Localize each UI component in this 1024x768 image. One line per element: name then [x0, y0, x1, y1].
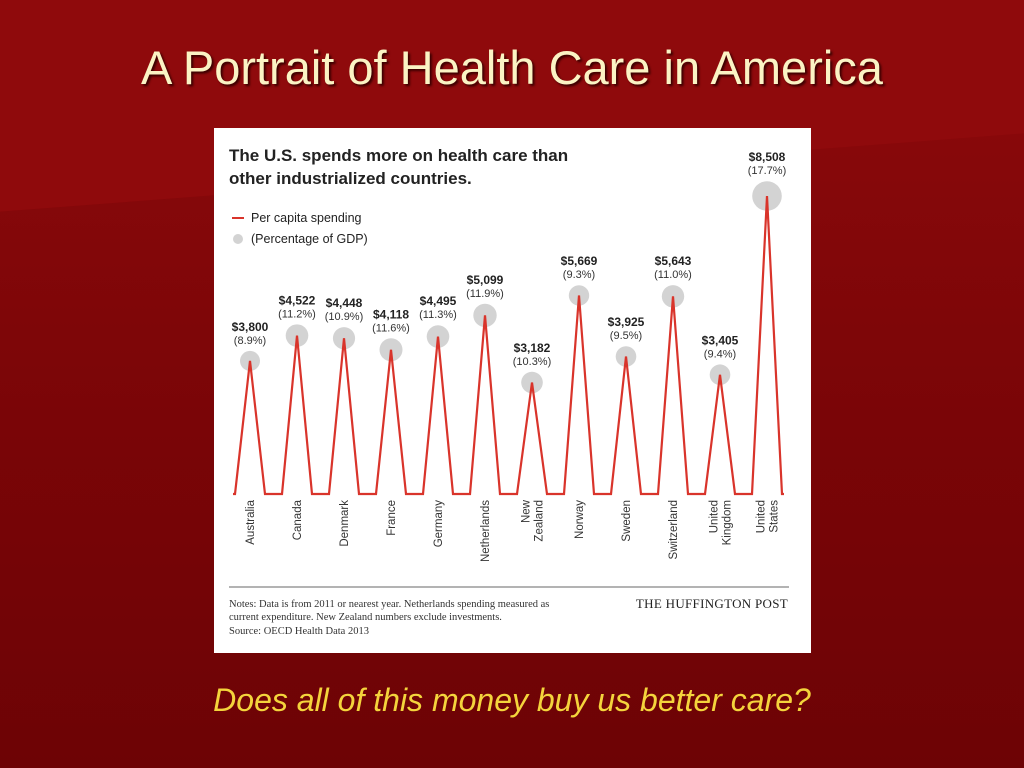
category-label-new-zealand-0: New — [521, 499, 533, 523]
spending-chart: The U.S. spends more on health care than… — [229, 146, 789, 637]
pct-label-sweden: (9.5%) — [610, 330, 642, 342]
pct-label-france: (11.6%) — [372, 322, 410, 334]
data-labels: $3,800(8.9%) $4,522(11.2%) $4,448(10.9%) $4… — [232, 150, 787, 368]
pct-label-switzerland: (11.0%) — [654, 269, 692, 281]
spending-line — [233, 195, 784, 496]
category-label-norway-0: Norway — [574, 500, 586, 539]
category-label-united-states-0: United — [756, 500, 768, 533]
category-label-france-0: France — [386, 500, 398, 536]
pct-label-germany: (11.3%) — [419, 309, 457, 321]
category-label-netherlands-0: Netherlands — [480, 500, 492, 562]
value-label-sweden: $3,925 — [608, 315, 645, 329]
value-label-norway: $5,669 — [561, 254, 598, 268]
pct-label-australia: (8.9%) — [234, 335, 266, 347]
category-label-switzerland-0: Switzerland — [668, 500, 680, 559]
value-label-united-kingdom: $3,405 — [702, 333, 739, 347]
value-label-denmark: $4,448 — [326, 296, 363, 310]
value-label-switzerland: $5,643 — [655, 254, 692, 268]
notes-line-2: current expenditure. New Zealand numbers… — [229, 612, 502, 623]
category-denmark: Denmark — [339, 500, 351, 547]
value-label-australia: $3,800 — [232, 320, 269, 334]
category-united-kingdom: United Kingdom — [709, 500, 734, 545]
pct-label-netherlands: (11.9%) — [466, 288, 504, 300]
pct-label-new-zealand: (10.3%) — [513, 356, 552, 368]
category-label-united-kingdom-1: Kingdom — [722, 500, 734, 545]
category-new-zealand: New Zealand — [521, 499, 546, 541]
category-switzerland: Switzerland — [668, 500, 680, 559]
value-label-new-zealand: $3,182 — [514, 341, 551, 355]
legend-gdp-label: (Percentage of GDP) — [251, 232, 368, 246]
category-label-australia-0: Australia — [245, 499, 257, 544]
value-label-united-states: $8,508 — [749, 150, 786, 164]
slide-title: A Portrait of Health Care in America — [141, 41, 883, 94]
chart-title-line-2: other industrialized countries. — [229, 169, 472, 188]
category-france: France — [386, 500, 398, 536]
category-norway: Norway — [574, 500, 586, 539]
category-label-germany-0: Germany — [433, 500, 445, 548]
category-label-united-kingdom-0: United — [709, 500, 721, 533]
category-labels: Australia Canada Denmark France Germany Nethe… — [245, 499, 781, 562]
category-netherlands: Netherlands — [480, 500, 492, 562]
pct-label-denmark: (10.9%) — [325, 311, 364, 323]
source-line: Source: OECD Health Data 2013 — [229, 626, 369, 637]
category-sweden: Sweden — [621, 500, 633, 542]
notes-line-1: Notes: Data is from 2011 or nearest year… — [229, 599, 549, 610]
publisher-credit: THE HUFFINGTON POST — [636, 596, 788, 611]
chart-title-line-1: The U.S. spends more on health care than — [229, 146, 568, 165]
slide-caption: Does all of this money buy us better car… — [213, 682, 811, 718]
category-united-states: United States — [756, 500, 781, 533]
value-label-germany: $4,495 — [420, 294, 457, 308]
spending-line-layer — [233, 195, 784, 496]
category-label-sweden-0: Sweden — [621, 500, 633, 542]
value-label-france: $4,118 — [373, 307, 409, 321]
pct-label-canada: (11.2%) — [278, 308, 316, 320]
category-canada: Canada — [292, 499, 304, 540]
value-label-canada: $4,522 — [279, 293, 316, 307]
chart-card: The U.S. spends more on health care than… — [214, 128, 811, 653]
pct-label-norway: (9.3%) — [563, 269, 595, 281]
category-label-canada-0: Canada — [292, 499, 304, 540]
value-label-netherlands: $5,099 — [467, 273, 504, 287]
category-label-denmark-0: Denmark — [339, 500, 351, 547]
pct-label-united-states: (17.7%) — [748, 165, 787, 177]
category-australia: Australia — [245, 499, 257, 544]
pct-label-united-kingdom: (9.4%) — [704, 348, 736, 360]
category-germany: Germany — [433, 500, 445, 548]
legend-spending-label: Per capita spending — [251, 211, 362, 225]
category-label-new-zealand-1: Zealand — [534, 500, 546, 542]
legend-circle-swatch — [233, 234, 243, 244]
category-label-united-states-1: States — [769, 500, 781, 533]
